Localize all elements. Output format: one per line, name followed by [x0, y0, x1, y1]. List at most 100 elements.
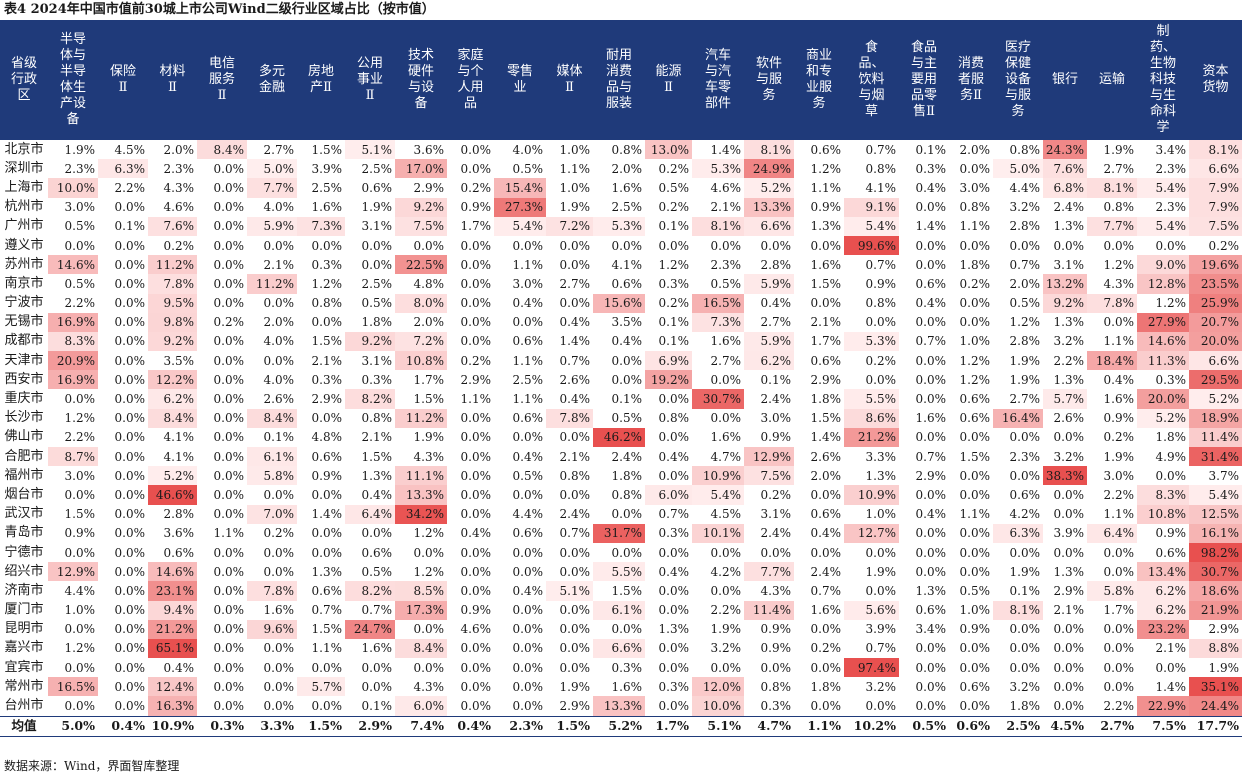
value-cell: 0.0%: [197, 658, 247, 678]
value-cell: 0.4%: [494, 293, 546, 313]
value-cell: 0.0%: [1087, 619, 1137, 639]
value-cell: 3.2%: [993, 197, 1043, 217]
value-cell: 0.0%: [447, 696, 494, 717]
value-cell: 6.9%: [645, 351, 692, 371]
header-industry: 家庭与个人用品: [447, 20, 494, 140]
value-cell: 1.6%: [593, 178, 645, 198]
value-cell: 5.8%: [1087, 581, 1137, 601]
value-cell: 2.3%: [692, 255, 744, 275]
table-row: 长沙市 1.2% 0.0% 8.4% 0.0% 8.4% 0.0% 0.8% 11.2% 0.0%…: [0, 408, 1242, 428]
header-industry: 媒体Ⅱ: [546, 20, 593, 140]
value-cell: 5.4%: [494, 216, 546, 236]
value-cell: 13.4%: [1137, 562, 1189, 582]
value-cell: 0.5%: [593, 408, 645, 428]
value-cell: 1.2%: [645, 255, 692, 275]
value-cell: 6.6%: [593, 638, 645, 659]
value-cell: 0.4%: [494, 581, 546, 601]
value-cell: 2.2%: [1087, 696, 1137, 717]
value-cell: 0.0%: [197, 427, 247, 447]
value-cell: 0.6%: [993, 485, 1043, 505]
value-cell: 5.2%: [744, 178, 794, 198]
value-cell: 0.0%: [197, 638, 247, 659]
value-cell: 11.3%: [1137, 351, 1189, 371]
value-cell: 12.5%: [1189, 504, 1242, 524]
value-cell: 4.8%: [297, 427, 345, 447]
value-cell: 0.6%: [899, 600, 949, 620]
value-cell: 30.7%: [692, 389, 744, 409]
value-cell: 1.6%: [692, 427, 744, 447]
value-cell: 1.9%: [48, 140, 98, 160]
value-cell: 1.5%: [297, 140, 345, 160]
value-cell: 0.0%: [98, 523, 148, 543]
value-cell: 0.0%: [395, 619, 447, 639]
value-cell: 7.2%: [546, 216, 593, 236]
value-cell: 4.0%: [247, 331, 297, 352]
value-cell: 1.7%: [447, 216, 494, 236]
value-cell: 0.0%: [447, 235, 494, 256]
value-cell: 1.8%: [1137, 427, 1189, 447]
value-cell: 2.5%: [593, 197, 645, 217]
value-cell: 1.4%: [692, 140, 744, 160]
value-cell: 5.4%: [692, 485, 744, 505]
value-cell: 0.0%: [1137, 658, 1189, 678]
value-cell: 8.2%: [345, 389, 395, 409]
value-cell: 6.2%: [744, 351, 794, 371]
value-cell: 99.6%: [844, 235, 899, 256]
value-cell: 5.1%: [546, 581, 593, 601]
value-cell: 0.0%: [899, 370, 949, 390]
value-cell: 18.4%: [1087, 351, 1137, 371]
table-row: 遵义市 0.0% 0.0% 0.2% 0.0% 0.0% 0.0% 0.0% 0.0% 0.0% 0…: [0, 235, 1242, 256]
average-cell: 7.4%: [395, 715, 447, 737]
value-cell: 2.6%: [1043, 408, 1087, 428]
value-cell: 2.1%: [1043, 600, 1087, 620]
value-cell: 4.0%: [247, 197, 297, 217]
value-cell: 1.0%: [48, 600, 98, 620]
value-cell: 9.2%: [395, 197, 447, 217]
value-cell: 0.0%: [297, 485, 345, 505]
value-cell: 1.2%: [395, 562, 447, 582]
value-cell: 1.9%: [692, 619, 744, 639]
city-name: 无锡市: [4, 314, 44, 330]
value-cell: 1.9%: [1087, 447, 1137, 467]
header-industry: 耐用消费品与服装: [593, 20, 645, 140]
value-cell: 4.0%: [247, 370, 297, 390]
value-cell: 8.3%: [1137, 485, 1189, 505]
value-cell: 1.7%: [1087, 600, 1137, 620]
value-cell: 1.6%: [692, 331, 744, 352]
value-cell: 2.4%: [593, 447, 645, 467]
value-cell: 6.4%: [345, 504, 395, 524]
value-cell: 0.4%: [546, 389, 593, 409]
city-name: 济南市: [4, 582, 44, 598]
value-cell: 0.0%: [345, 235, 395, 256]
value-cell: 0.1%: [645, 216, 692, 236]
value-cell: 0.0%: [546, 255, 593, 275]
value-cell: 0.0%: [593, 619, 645, 639]
header-industry: 汽车与汽车零部件: [692, 20, 744, 140]
value-cell: 3.4%: [899, 619, 949, 639]
value-cell: 9.2%: [148, 331, 197, 352]
value-cell: 0.4%: [148, 658, 197, 678]
value-cell: 7.8%: [1087, 293, 1137, 313]
value-cell: 0.0%: [98, 581, 148, 601]
value-cell: 2.9%: [297, 389, 345, 409]
value-cell: 0.4%: [593, 331, 645, 352]
value-cell: 0.0%: [345, 523, 395, 543]
header-industry: 公用事业Ⅱ: [345, 20, 395, 140]
value-cell: 0.0%: [197, 562, 247, 582]
value-cell: 0.0%: [447, 331, 494, 352]
value-cell: 0.9%: [447, 197, 494, 217]
value-cell: 0.0%: [1043, 235, 1087, 256]
value-cell: 2.7%: [744, 312, 794, 332]
header-industry: 软件与服务: [744, 20, 794, 140]
city-name: 重庆市: [4, 391, 44, 407]
value-cell: 0.2%: [844, 351, 899, 371]
city-name: 深圳市: [4, 160, 44, 176]
value-cell: 5.6%: [844, 600, 899, 620]
table-row: 无锡市 16.9% 0.0% 9.8% 0.2% 2.0% 0.0% 1.8% 2.0% 0.0%…: [0, 312, 1242, 332]
value-cell: 5.4%: [1137, 216, 1189, 236]
value-cell: 0.0%: [98, 197, 148, 217]
value-cell: 0.0%: [1043, 696, 1087, 717]
value-cell: 11.2%: [247, 274, 297, 294]
value-cell: 1.3%: [645, 619, 692, 639]
value-cell: 4.1%: [148, 447, 197, 467]
